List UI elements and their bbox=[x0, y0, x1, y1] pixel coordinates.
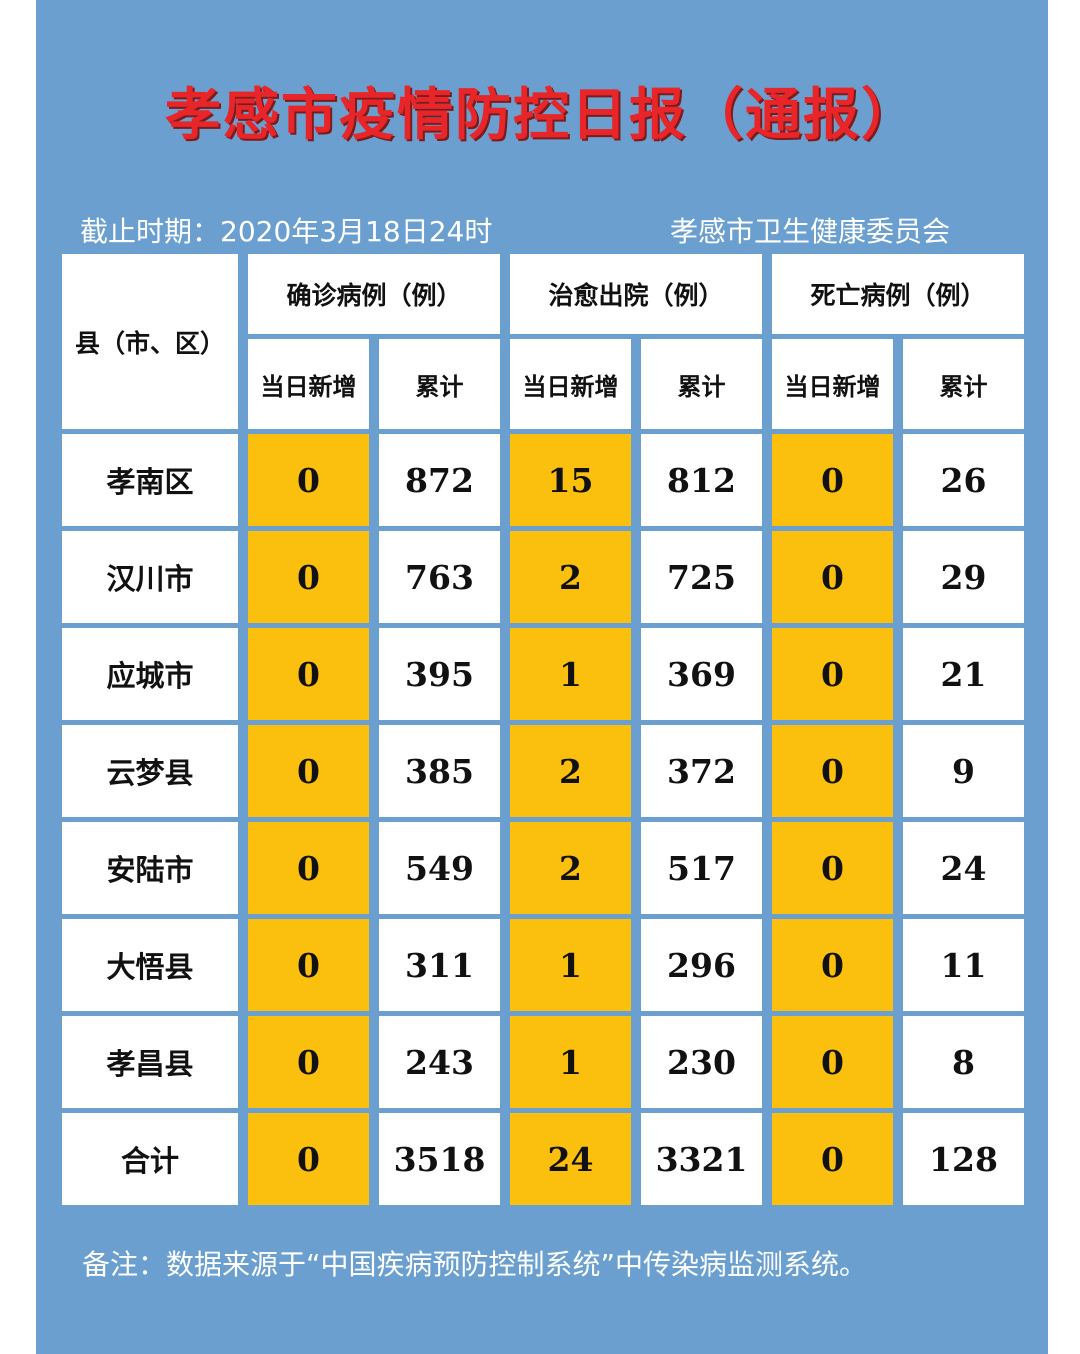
recovered-total-value: 230 bbox=[641, 1016, 762, 1108]
report-date: 截止时期：2020年3月18日24时 bbox=[80, 215, 493, 248]
recovered-new-value: 2 bbox=[510, 531, 631, 623]
confirmed-total-value: 243 bbox=[379, 1016, 500, 1108]
deaths-total-value: 26 bbox=[903, 434, 1024, 526]
confirmed-new-value: 0 bbox=[248, 531, 369, 623]
region-name: 应城市 bbox=[62, 628, 238, 720]
deaths-group-header: 死亡病例（例） bbox=[772, 254, 1024, 334]
confirmed-total-value: 385 bbox=[379, 725, 500, 817]
recovered-total-value: 369 bbox=[641, 628, 762, 720]
recovered-total-value: 296 bbox=[641, 919, 762, 1011]
recovered-total-header: 累计 bbox=[641, 339, 762, 429]
deaths-total-value: 21 bbox=[903, 628, 1024, 720]
confirmed-total-sum: 3518 bbox=[379, 1113, 500, 1205]
recovered-total-value: 725 bbox=[641, 531, 762, 623]
deaths-total-header: 累计 bbox=[903, 339, 1024, 429]
recovered-new-value: 1 bbox=[510, 628, 631, 720]
recovered-new-value: 1 bbox=[510, 919, 631, 1011]
region-name: 云梦县 bbox=[62, 725, 238, 817]
confirmed-new-value: 0 bbox=[248, 434, 369, 526]
region-name: 大悟县 bbox=[62, 919, 238, 1011]
confirmed-total-value: 395 bbox=[379, 628, 500, 720]
report-issuer: 孝感市卫生健康委员会 bbox=[670, 215, 951, 248]
deaths-total-value: 24 bbox=[903, 822, 1024, 914]
recovered-new-value: 2 bbox=[510, 725, 631, 817]
confirmed-new-value: 0 bbox=[248, 822, 369, 914]
deaths-new-value: 0 bbox=[772, 531, 893, 623]
source-note: 备注：数据来源于“中国疾病预防控制系统”中传染病监测系统。 bbox=[82, 1248, 868, 1281]
confirmed-new-value: 0 bbox=[248, 919, 369, 1011]
confirmed-new-header: 当日新增 bbox=[248, 339, 369, 429]
confirmed-total-value: 311 bbox=[379, 919, 500, 1011]
recovered-new-value: 15 bbox=[510, 434, 631, 526]
recovered-total-value: 517 bbox=[641, 822, 762, 914]
deaths-total-sum: 128 bbox=[903, 1113, 1024, 1205]
recovered-new-header: 当日新增 bbox=[510, 339, 631, 429]
region-name: 孝南区 bbox=[62, 434, 238, 526]
total-row-label: 合计 bbox=[62, 1113, 238, 1205]
region-column-header: 县（市、区） bbox=[62, 254, 238, 429]
confirmed-total-value: 872 bbox=[379, 434, 500, 526]
confirmed-total-value: 763 bbox=[379, 531, 500, 623]
recovered-new-value: 1 bbox=[510, 1016, 631, 1108]
recovered-new-value: 2 bbox=[510, 822, 631, 914]
confirmed-total-value: 549 bbox=[379, 822, 500, 914]
deaths-total-value: 9 bbox=[903, 725, 1024, 817]
confirmed-new-value: 0 bbox=[248, 725, 369, 817]
recovered-group-header: 治愈出院（例） bbox=[510, 254, 762, 334]
deaths-new-total: 0 bbox=[772, 1113, 893, 1205]
deaths-total-value: 29 bbox=[903, 531, 1024, 623]
confirmed-group-header: 确诊病例（例） bbox=[248, 254, 500, 334]
deaths-new-value: 0 bbox=[772, 919, 893, 1011]
confirmed-new-total: 0 bbox=[248, 1113, 369, 1205]
confirmed-new-value: 0 bbox=[248, 1016, 369, 1108]
recovered-new-total: 24 bbox=[510, 1113, 631, 1205]
recovered-total-value: 812 bbox=[641, 434, 762, 526]
statistics-table: 县（市、区） 确诊病例（例） 治愈出院（例） 死亡病例（例） 当日新增 累计 当… bbox=[62, 254, 1024, 1205]
region-name: 安陆市 bbox=[62, 822, 238, 914]
deaths-new-value: 0 bbox=[772, 1016, 893, 1108]
confirmed-new-value: 0 bbox=[248, 628, 369, 720]
deaths-new-header: 当日新增 bbox=[772, 339, 893, 429]
deaths-new-value: 0 bbox=[772, 725, 893, 817]
confirmed-total-header: 累计 bbox=[379, 339, 500, 429]
report-title: 孝感市疫情防控日报（通报） bbox=[165, 82, 919, 148]
deaths-total-value: 11 bbox=[903, 919, 1024, 1011]
recovered-total-value: 372 bbox=[641, 725, 762, 817]
region-name: 孝昌县 bbox=[62, 1016, 238, 1108]
region-name: 汉川市 bbox=[62, 531, 238, 623]
deaths-total-value: 8 bbox=[903, 1016, 1024, 1108]
deaths-new-value: 0 bbox=[772, 628, 893, 720]
deaths-new-value: 0 bbox=[772, 434, 893, 526]
recovered-total-sum: 3321 bbox=[641, 1113, 762, 1205]
deaths-new-value: 0 bbox=[772, 822, 893, 914]
